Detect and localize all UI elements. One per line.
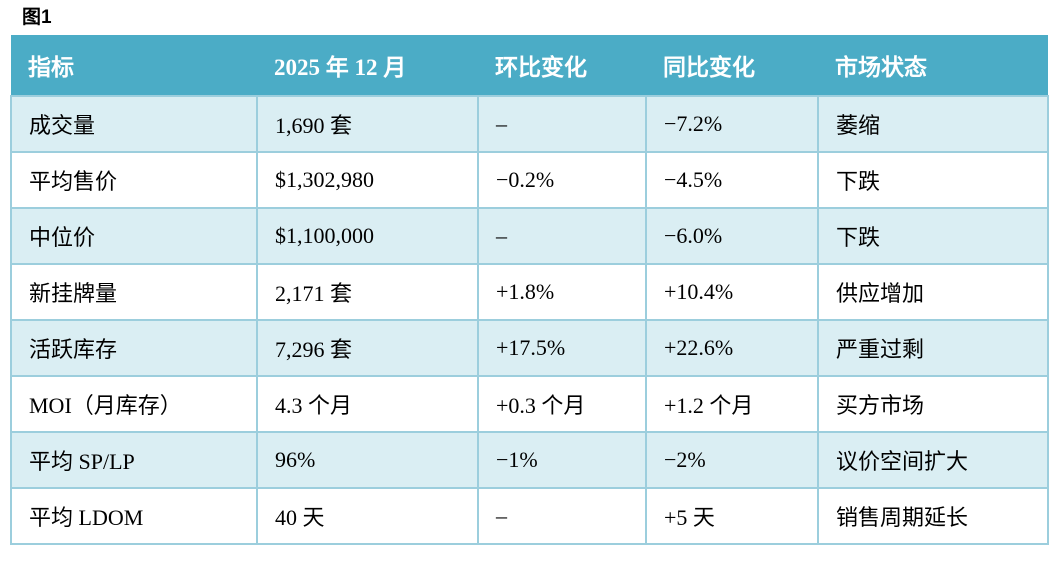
cell-mom: −0.2% [477, 151, 647, 209]
cell-metric: 平均售价 [10, 151, 258, 209]
cell-yoy: −7.2% [645, 95, 819, 153]
cell-metric: 成交量 [10, 95, 258, 153]
cell-status: 下跌 [817, 207, 1049, 265]
cell-value: 2,171 套 [256, 263, 479, 321]
table-row: 成交量 1,690 套 – −7.2% 萎缩 [10, 95, 1049, 153]
cell-status: 销售周期延长 [817, 487, 1049, 545]
cell-metric: MOI（月库存） [10, 375, 258, 433]
cell-status: 下跌 [817, 151, 1049, 209]
table-row: MOI（月库存） 4.3 个月 +0.3 个月 +1.2 个月 买方市场 [10, 375, 1049, 433]
cell-value: 7,296 套 [256, 319, 479, 377]
cell-status: 供应增加 [817, 263, 1049, 321]
cell-mom: – [477, 95, 647, 153]
table-row: 中位价 $1,100,000 – −6.0% 下跌 [10, 207, 1049, 265]
cell-yoy: −6.0% [645, 207, 819, 265]
table-row: 平均售价 $1,302,980 −0.2% −4.5% 下跌 [10, 151, 1049, 209]
cell-status: 买方市场 [817, 375, 1049, 433]
table-row: 平均 LDOM 40 天 – +5 天 销售周期延长 [10, 487, 1049, 545]
cell-yoy: +1.2 个月 [645, 375, 819, 433]
cell-mom: +17.5% [477, 319, 647, 377]
cell-yoy: +22.6% [645, 319, 819, 377]
cell-metric: 活跃库存 [10, 319, 258, 377]
cell-metric: 中位价 [10, 207, 258, 265]
cell-status: 严重过剩 [817, 319, 1049, 377]
column-header-market-status: 市场状态 [818, 35, 1048, 96]
figure-label: 图1 [22, 7, 52, 28]
column-header-yoy-change: 同比变化 [646, 35, 818, 96]
cell-yoy: −4.5% [645, 151, 819, 209]
cell-mom: – [477, 207, 647, 265]
table-row: 活跃库存 7,296 套 +17.5% +22.6% 严重过剩 [10, 319, 1049, 377]
cell-mom: – [477, 487, 647, 545]
cell-value: 40 天 [256, 487, 479, 545]
cell-value: 4.3 个月 [256, 375, 479, 433]
market-stats-table: 指标 2025 年 12 月 环比变化 同比变化 市场状态 成交量 1,690 … [10, 35, 1049, 545]
cell-value: 96% [256, 431, 479, 489]
cell-metric: 新挂牌量 [10, 263, 258, 321]
table-row: 新挂牌量 2,171 套 +1.8% +10.4% 供应增加 [10, 263, 1049, 321]
cell-mom: +0.3 个月 [477, 375, 647, 433]
cell-status: 议价空间扩大 [817, 431, 1049, 489]
column-header-mom-change: 环比变化 [478, 35, 646, 96]
cell-status: 萎缩 [817, 95, 1049, 153]
cell-yoy: −2% [645, 431, 819, 489]
cell-value: 1,690 套 [256, 95, 479, 153]
cell-yoy: +10.4% [645, 263, 819, 321]
cell-mom: −1% [477, 431, 647, 489]
cell-yoy: +5 天 [645, 487, 819, 545]
cell-metric: 平均 SP/LP [10, 431, 258, 489]
header-row: 指标 2025 年 12 月 环比变化 同比变化 市场状态 [11, 35, 1048, 96]
cell-mom: +1.8% [477, 263, 647, 321]
cell-value: $1,100,000 [256, 207, 479, 265]
column-header-metric: 指标 [11, 35, 257, 96]
table-row: 平均 SP/LP 96% −1% −2% 议价空间扩大 [10, 431, 1049, 489]
cell-value: $1,302,980 [256, 151, 479, 209]
cell-metric: 平均 LDOM [10, 487, 258, 545]
column-header-period: 2025 年 12 月 [257, 35, 478, 96]
